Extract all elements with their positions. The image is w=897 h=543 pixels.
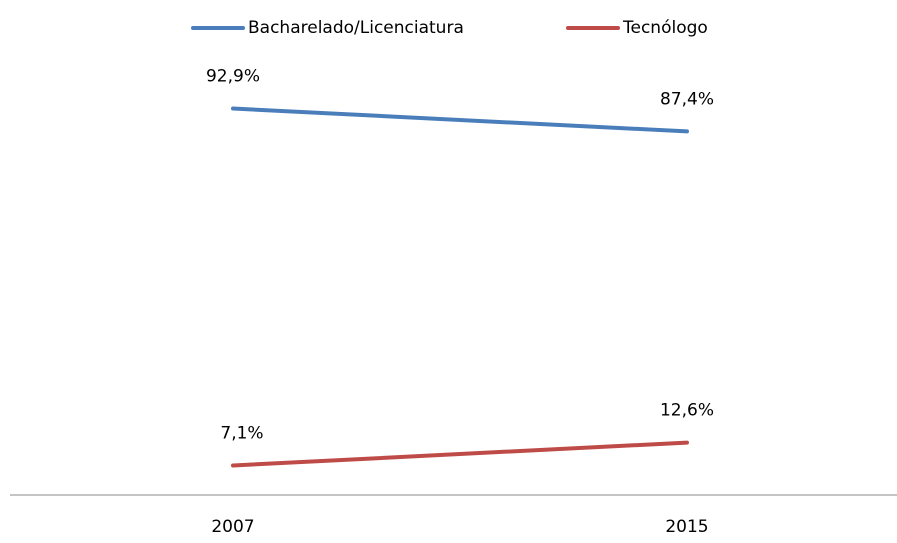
x-tick-label: 2007 xyxy=(211,517,254,537)
legend-label: Bacharelado/Licenciatura xyxy=(248,18,464,38)
data-label: 7,1% xyxy=(220,423,263,443)
data-label: 87,4% xyxy=(660,89,714,109)
line-series xyxy=(231,106,689,134)
x-tick-label: 2015 xyxy=(665,517,708,537)
legend-label: Tecnólogo xyxy=(622,18,708,38)
data-label: 12,6% xyxy=(660,401,714,421)
data-label: 92,9% xyxy=(206,67,260,87)
line-series xyxy=(231,440,689,468)
